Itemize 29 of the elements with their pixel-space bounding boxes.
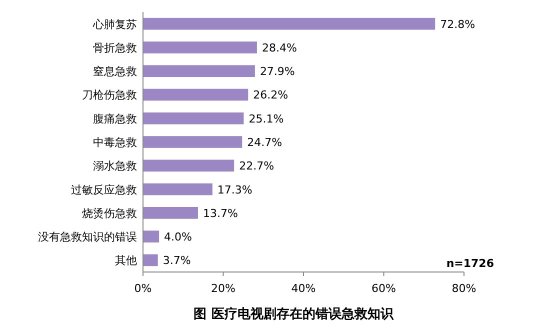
- y-tick-label: 烧烫伤急救: [82, 206, 137, 220]
- y-tick-label: 其他: [115, 254, 137, 268]
- x-tick-label: 40%: [291, 282, 316, 295]
- x-tick-label: 80%: [452, 282, 476, 295]
- y-tick-label: 过敏反应急救: [71, 183, 137, 196]
- data-label: 22.7%: [239, 160, 274, 173]
- y-tick-label: 心肺复苏: [92, 18, 137, 31]
- y-tick-label: 中毒急救: [93, 136, 137, 149]
- data-label: 13.7%: [202, 206, 238, 220]
- data-label: 72.8%: [440, 18, 476, 31]
- y-tick-label: 溺水急救: [93, 160, 137, 173]
- annotation: n=1726: [446, 257, 494, 270]
- x-axis-title: 图 医疗电视剧存在的错误急救知识: [194, 306, 394, 322]
- y-tick-label: 刀枪伤急救: [82, 88, 137, 102]
- data-label: 3.7%: [162, 254, 191, 268]
- data-label: 24.7%: [247, 136, 282, 149]
- data-label: 17.3%: [217, 183, 252, 196]
- y-tick-label: 窒息急救: [93, 65, 137, 78]
- data-label: 4.0%: [164, 230, 192, 244]
- data-label: 27.9%: [260, 65, 295, 78]
- data-label: 28.4%: [262, 41, 297, 54]
- x-tick-label: 20%: [211, 282, 236, 295]
- y-tick-label: 腹痛急救: [93, 112, 137, 126]
- y-tick-label: 没有急救知识的错误: [38, 230, 137, 244]
- x-tick-label: 0%: [134, 282, 152, 295]
- x-tick-label: 60%: [372, 282, 396, 295]
- data-label: 26.2%: [253, 88, 288, 102]
- y-tick-label: 骨折急救: [93, 41, 137, 54]
- data-label: 25.1%: [248, 112, 284, 126]
